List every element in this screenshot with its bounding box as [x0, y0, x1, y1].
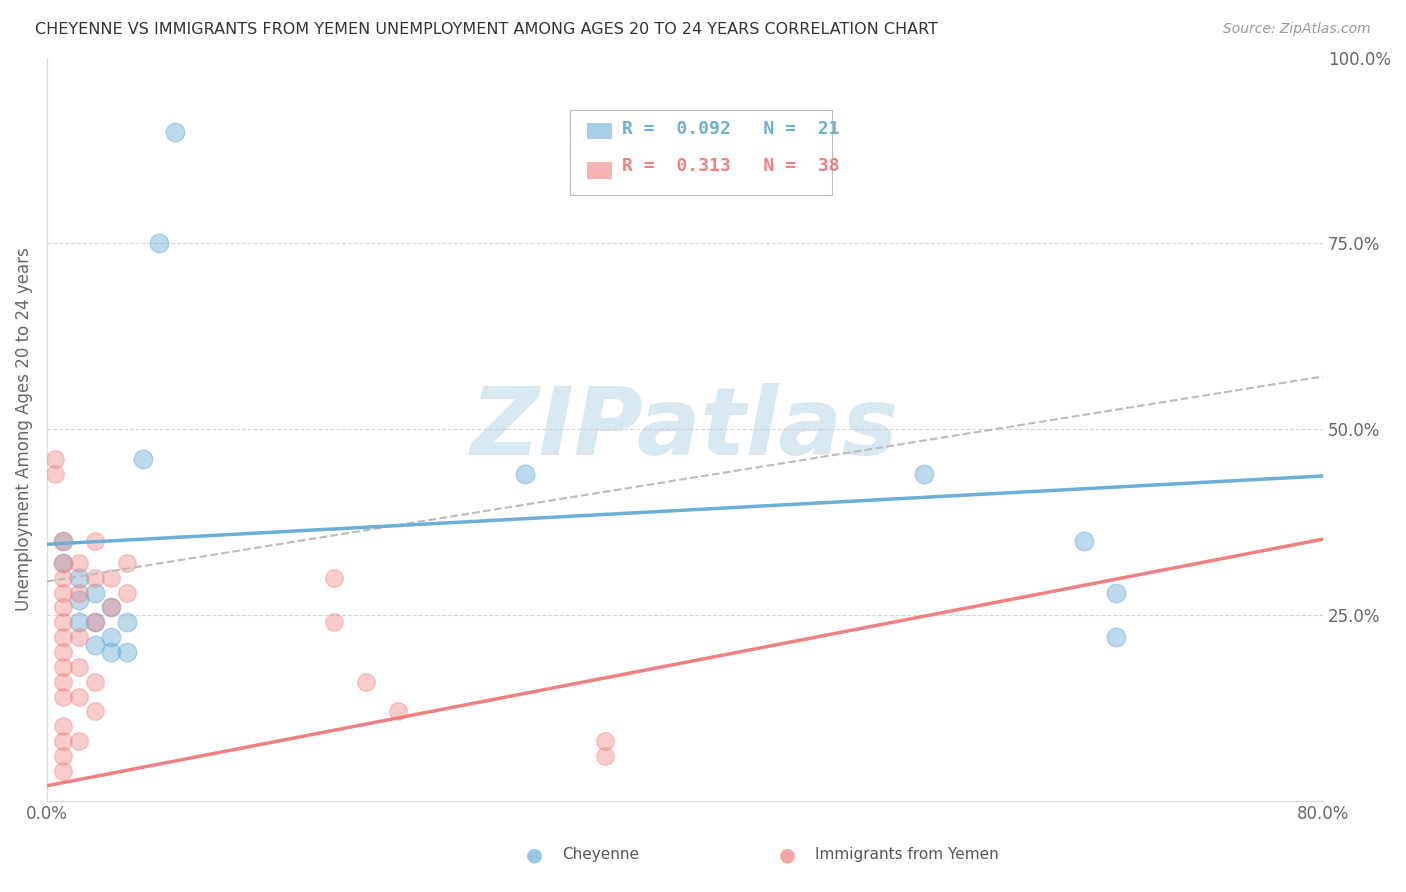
Point: [52, 734, 75, 748]
Point: [100, 600, 122, 615]
Point: [52, 615, 75, 630]
Point: [83, 585, 105, 599]
Point: [593, 734, 616, 748]
Point: [67, 615, 90, 630]
Point: [52, 556, 75, 570]
Point: [115, 585, 138, 599]
Text: ●: ●: [779, 845, 796, 864]
Point: [67, 734, 90, 748]
Point: [100, 645, 122, 659]
Point: [100, 600, 122, 615]
Point: [515, 467, 537, 481]
Point: [52, 660, 75, 674]
Point: [163, 125, 186, 139]
Point: [83, 533, 105, 548]
Point: [387, 705, 409, 719]
Text: ●: ●: [526, 845, 543, 864]
Text: Source: ZipAtlas.com: Source: ZipAtlas.com: [1223, 22, 1371, 37]
Point: [83, 705, 105, 719]
Point: [100, 571, 122, 585]
Point: [67, 660, 90, 674]
Point: [52, 690, 75, 704]
FancyBboxPatch shape: [586, 162, 612, 178]
Point: [44, 451, 66, 466]
Point: [323, 615, 346, 630]
Point: [52, 556, 75, 570]
Point: [52, 645, 75, 659]
Point: [67, 571, 90, 585]
Point: [912, 467, 935, 481]
Point: [115, 645, 138, 659]
Y-axis label: Unemployment Among Ages 20 to 24 years: Unemployment Among Ages 20 to 24 years: [15, 247, 32, 611]
Point: [52, 533, 75, 548]
Point: [1073, 533, 1095, 548]
Point: [83, 638, 105, 652]
Point: [52, 600, 75, 615]
Text: R =  0.092   N =  21: R = 0.092 N = 21: [623, 120, 839, 138]
Point: [115, 556, 138, 570]
Point: [67, 556, 90, 570]
Point: [1105, 585, 1128, 599]
Point: [148, 236, 170, 251]
Point: [131, 451, 153, 466]
Point: [52, 533, 75, 548]
Point: [1105, 630, 1128, 644]
Point: [354, 674, 377, 689]
FancyBboxPatch shape: [571, 110, 832, 195]
Point: [593, 749, 616, 764]
Point: [83, 571, 105, 585]
Point: [52, 585, 75, 599]
Point: [115, 615, 138, 630]
Point: [83, 674, 105, 689]
Point: [67, 585, 90, 599]
Point: [44, 467, 66, 481]
Point: [52, 674, 75, 689]
Point: [52, 749, 75, 764]
Text: Immigrants from Yemen: Immigrants from Yemen: [815, 847, 1000, 862]
Point: [67, 690, 90, 704]
Point: [100, 630, 122, 644]
Point: [52, 764, 75, 778]
Text: Cheyenne: Cheyenne: [562, 847, 640, 862]
Point: [323, 571, 346, 585]
Point: [67, 593, 90, 607]
FancyBboxPatch shape: [586, 123, 612, 139]
Point: [83, 615, 105, 630]
Text: R =  0.313   N =  38: R = 0.313 N = 38: [623, 157, 839, 176]
Point: [52, 630, 75, 644]
Text: CHEYENNE VS IMMIGRANTS FROM YEMEN UNEMPLOYMENT AMONG AGES 20 TO 24 YEARS CORRELA: CHEYENNE VS IMMIGRANTS FROM YEMEN UNEMPL…: [35, 22, 938, 37]
Text: ZIPatlas: ZIPatlas: [471, 384, 898, 475]
Point: [67, 630, 90, 644]
Point: [52, 719, 75, 733]
Point: [52, 571, 75, 585]
Point: [83, 615, 105, 630]
